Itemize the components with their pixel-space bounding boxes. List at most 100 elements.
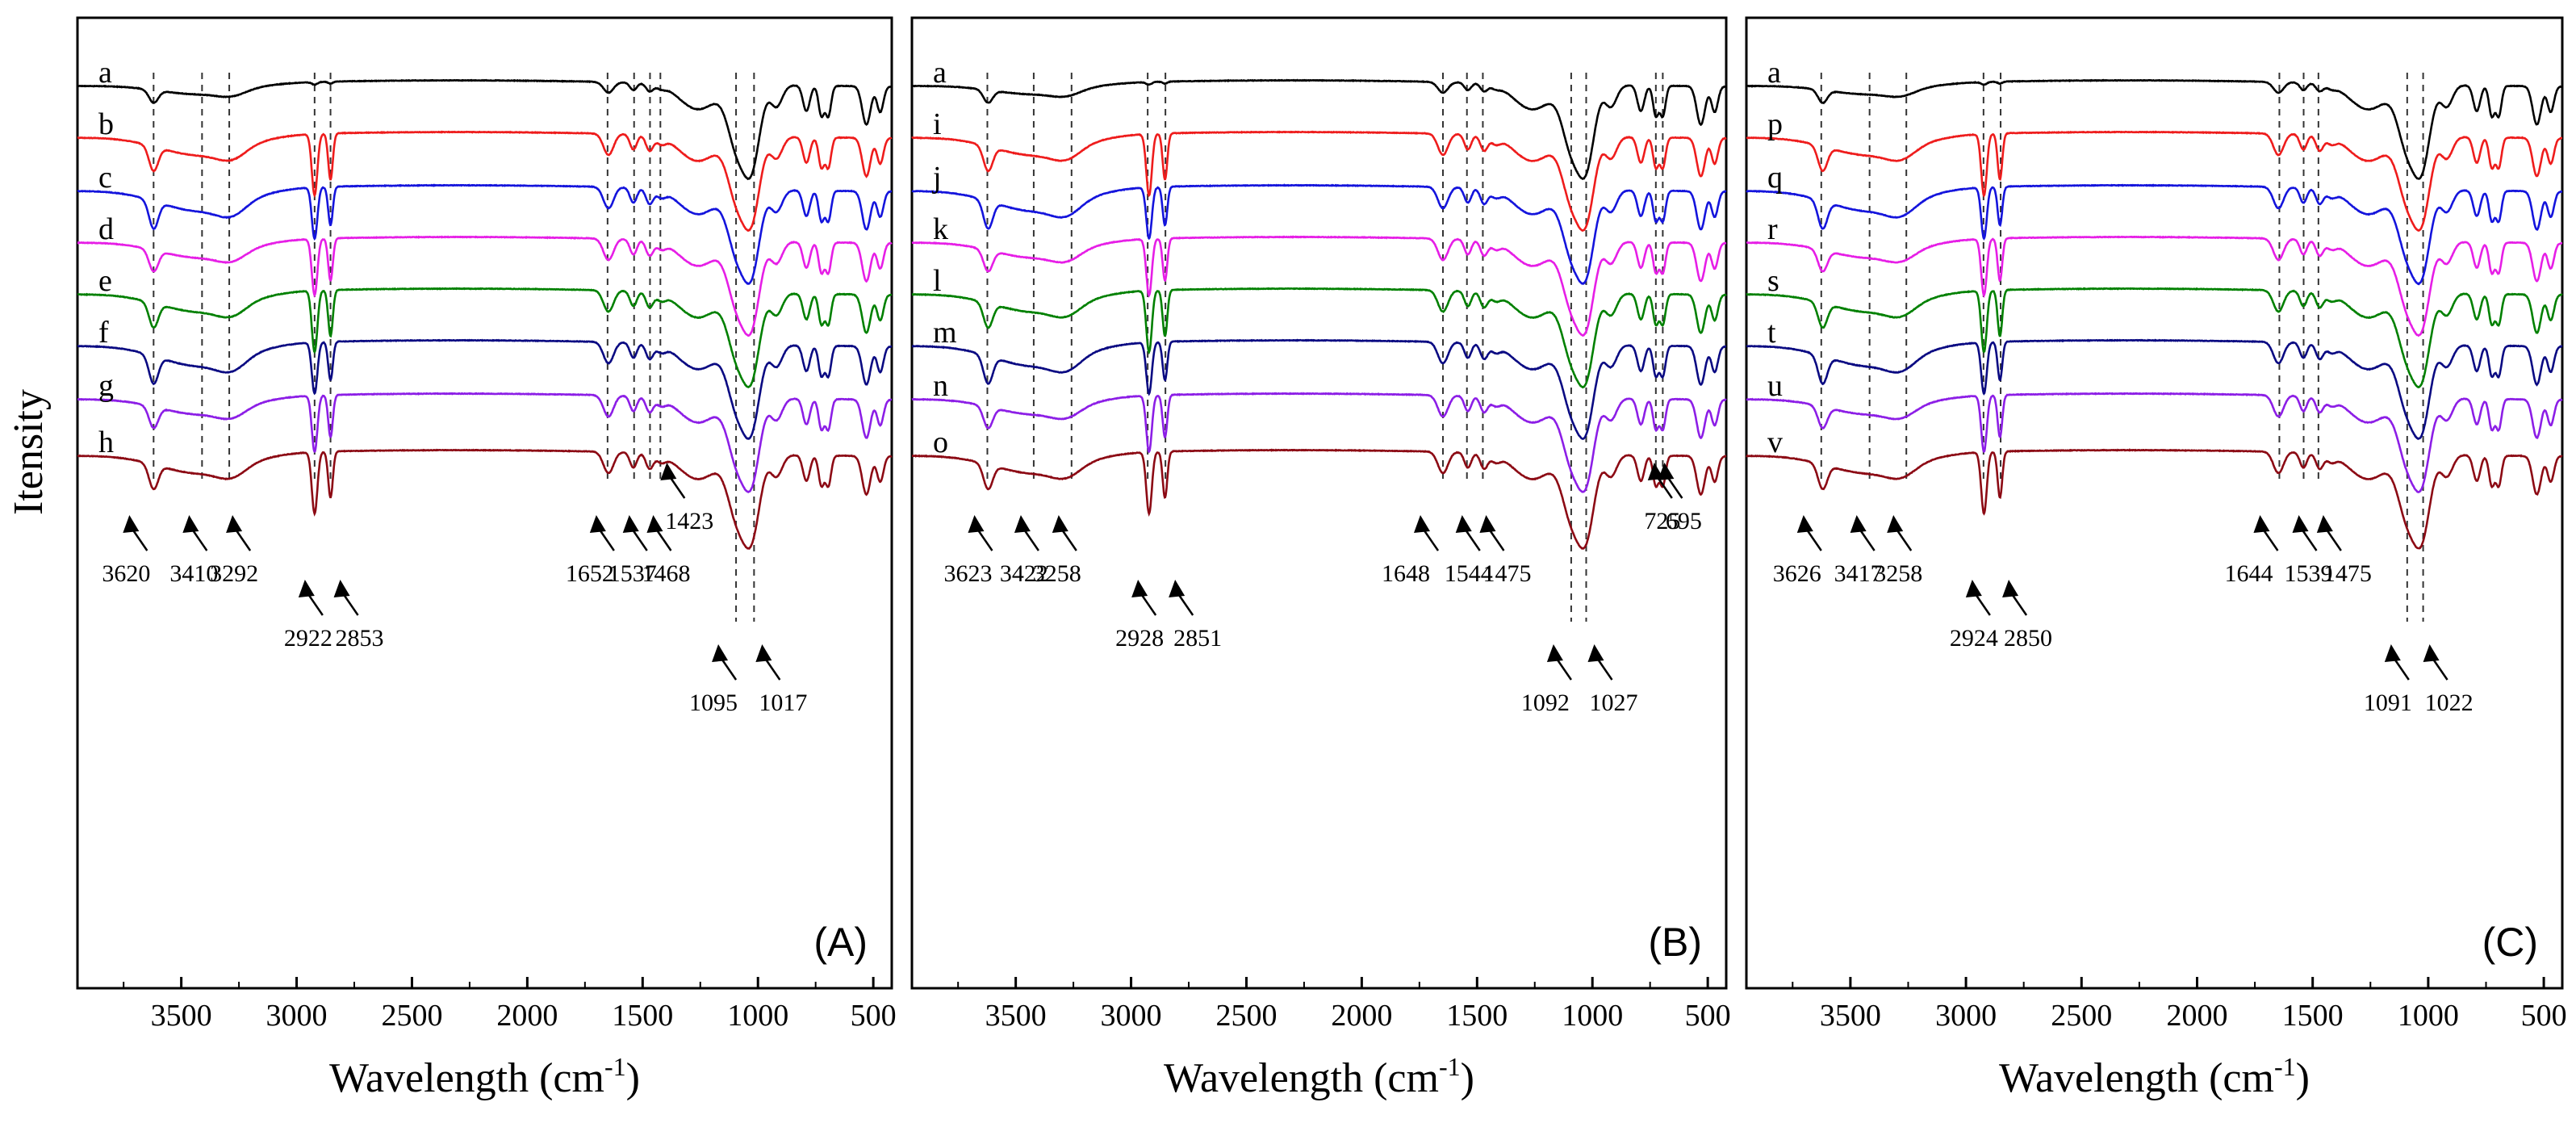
spectrum-curve-n xyxy=(911,392,1727,493)
annotation-arrow xyxy=(298,580,324,616)
curve-label: b xyxy=(98,107,114,141)
annotation-label: 1648 xyxy=(1382,560,1430,587)
annotation-label: 1091 xyxy=(2364,689,2412,716)
annotation-arrow xyxy=(622,515,648,551)
x-axis-title: Wavelength (cm-1) xyxy=(1164,1052,1474,1101)
x-tick-label: 3500 xyxy=(1820,999,1881,1033)
curve-label: f xyxy=(98,316,109,350)
annotation-arrow xyxy=(1587,644,1613,681)
x-tick-label: 3500 xyxy=(985,999,1047,1033)
annotation-label: 1095 xyxy=(689,689,738,716)
annotation-arrow xyxy=(968,515,993,551)
curve-label: e xyxy=(98,264,112,298)
spectrum-curve-s xyxy=(1746,287,2563,388)
panel-3: 3500 3000 2500 2000 1500 1000 500 Wavelength (c… xyxy=(1745,16,2567,1101)
annotation-label: 2851 xyxy=(1173,625,1222,652)
curve-label: k xyxy=(933,212,948,246)
annotation-arrow xyxy=(1052,515,1077,551)
curve-label: p xyxy=(1767,107,1783,141)
curve-label: m xyxy=(933,316,957,350)
annotation-label: 1027 xyxy=(1589,689,1637,716)
spectrum-curve-q xyxy=(1746,183,2563,286)
annotation-label: 1475 xyxy=(1482,560,1531,587)
annotation-arrow xyxy=(2253,515,2279,551)
annotation-label: 3422 xyxy=(1000,560,1048,587)
spectrum-curve-a xyxy=(77,78,893,181)
annotation-label: 2853 xyxy=(336,625,384,652)
panels-root: 3500 3000 2500 2000 1500 1000 500 Wavelength (c… xyxy=(76,16,2567,1101)
x-axis-title: Wavelength (cm-1) xyxy=(1999,1052,2310,1101)
curve-label: a xyxy=(98,56,112,90)
x-axis-title: Wavelength (cm-1) xyxy=(329,1052,640,1101)
curve-label: s xyxy=(1767,264,1779,298)
x-tick-label: 3500 xyxy=(151,999,212,1033)
spectrum-curve-v xyxy=(1746,448,2563,550)
curve-label: t xyxy=(1767,316,1776,350)
spectrum-curve-o xyxy=(911,448,1727,550)
spectrum-curve-k xyxy=(911,235,1727,337)
curve-label: g xyxy=(98,369,114,403)
annotation-label: 3258 xyxy=(1033,560,1081,587)
spectrum-curve-a xyxy=(1746,78,2563,180)
x-tick-label: 3000 xyxy=(1101,999,1162,1033)
x-tick-label: 500 xyxy=(1685,999,1731,1033)
curve-label: d xyxy=(98,212,114,246)
plot-frame xyxy=(1745,16,2564,990)
annotation-label: 3620 xyxy=(102,560,150,587)
x-tick-label: 2500 xyxy=(2051,999,2112,1033)
spectrum-curve-j xyxy=(911,183,1727,286)
annotation-label: 3626 xyxy=(1773,560,1821,587)
spectrum-curve-i xyxy=(911,130,1727,232)
x-tick-label: 1000 xyxy=(727,999,788,1033)
panel-label: (C) xyxy=(2482,920,2538,965)
annotation-label: 3410 xyxy=(169,560,218,587)
x-tick-label: 2000 xyxy=(2166,999,2227,1033)
x-tick-label: 1000 xyxy=(2398,999,2459,1033)
curve-label: q xyxy=(1767,161,1783,195)
annotation-arrow xyxy=(1796,515,1822,551)
spectrum-curve-e xyxy=(77,287,893,389)
annotation-arrow xyxy=(755,644,781,681)
annotation-arrow xyxy=(2002,580,2028,616)
spectrum-curve-h xyxy=(77,448,893,550)
x-tick-label: 500 xyxy=(2521,999,2567,1033)
panel-label: (B) xyxy=(1648,920,1702,965)
curve-label: i xyxy=(933,107,942,141)
x-tick-label: 3000 xyxy=(266,999,328,1033)
annotation-arrow xyxy=(2423,644,2448,681)
annotation-label: 1092 xyxy=(1521,689,1570,716)
annotation-arrow xyxy=(1546,644,1572,681)
annotation-arrow xyxy=(123,515,148,551)
curve-label: a xyxy=(1767,56,1781,90)
spectrum-curve-p xyxy=(1746,130,2562,233)
x-tick-label: 2000 xyxy=(1331,999,1392,1033)
annotation-arrow xyxy=(333,580,359,616)
spectrum-curve-g xyxy=(77,392,893,494)
annotation-arrow xyxy=(589,515,615,551)
curve-label: j xyxy=(931,161,942,195)
annotation-arrow xyxy=(1131,580,1157,616)
panel-label: (A) xyxy=(813,920,868,965)
spectrum-curve-r xyxy=(1746,235,2563,337)
spectrum-curve-d xyxy=(77,235,893,337)
annotation-label: 725 xyxy=(1644,508,1680,534)
annotation-arrow xyxy=(1479,515,1505,551)
annotation-arrow xyxy=(1850,515,1876,551)
x-tick-label: 1500 xyxy=(612,999,673,1033)
spectrum-curve-m xyxy=(911,338,1726,440)
x-tick-label: 2500 xyxy=(381,999,442,1033)
curve-label: l xyxy=(933,264,942,298)
spectrum-curve-b xyxy=(77,130,893,232)
annotation-label: 3623 xyxy=(943,560,992,587)
annotation-arrow xyxy=(1014,515,1039,551)
spectrum-curve-l xyxy=(911,287,1727,389)
x-tick-label: 1000 xyxy=(1562,999,1623,1033)
annotation-arrow xyxy=(1169,580,1194,616)
plot-frame xyxy=(910,16,1728,990)
annotation-label: 1537 xyxy=(608,560,657,587)
panel-2: 3500 3000 2500 2000 1500 1000 500 Wavelength (c… xyxy=(910,16,1731,1101)
curve-label: h xyxy=(98,425,114,459)
annotation-label: 1017 xyxy=(759,689,807,716)
annotation-arrow xyxy=(1658,463,1683,499)
